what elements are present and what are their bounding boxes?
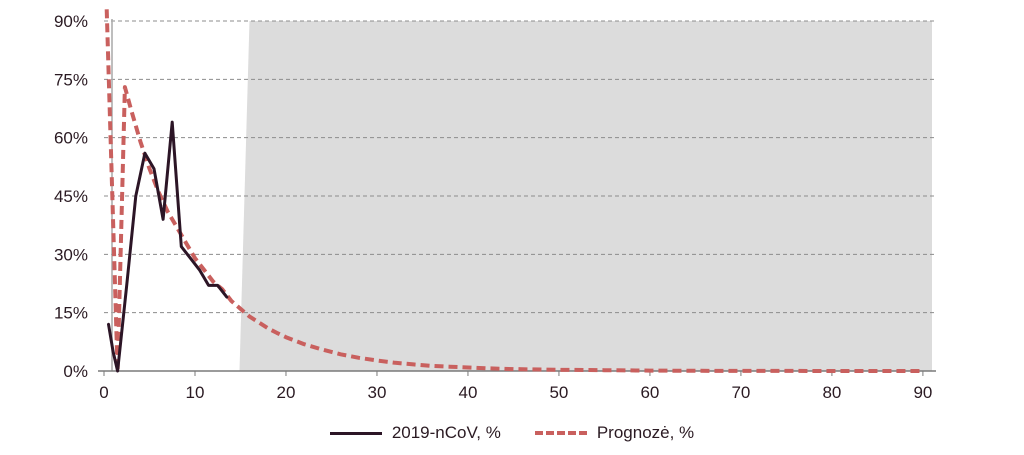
series <box>104 9 923 373</box>
forecast-series-line <box>104 9 923 373</box>
x-tick-label: 80 <box>822 383 841 402</box>
x-tick-label: 50 <box>549 383 568 402</box>
y-tick-label: 60% <box>54 129 88 148</box>
legend-label-forecast: Prognozė, % <box>596 423 695 442</box>
legend-label-ncov: 2019-nCoV, % <box>391 423 501 442</box>
ncov-series-line <box>107 120 229 373</box>
y-tick-label: 90% <box>54 12 88 31</box>
x-tick-label: 40 <box>458 383 477 402</box>
x-tick-label: 30 <box>368 383 387 402</box>
legend-swatch-forecast <box>534 431 587 435</box>
x-tick-label: 10 <box>186 383 205 402</box>
legend-item-ncov: 2019-nCoV, % <box>329 423 501 443</box>
legend-item-forecast: Prognozė, % <box>534 423 695 443</box>
gridlines <box>104 20 936 314</box>
y-tick-label: 75% <box>54 70 88 89</box>
x-tick-label: 0 <box>99 383 108 402</box>
x-tick-label: 70 <box>731 383 750 402</box>
y-tick-label: 45% <box>54 187 88 206</box>
x-tick-label: 90 <box>913 383 932 402</box>
y-tick-label: 30% <box>54 245 88 264</box>
y-tick-label: 15% <box>54 304 88 323</box>
shaded-region <box>239 21 932 371</box>
tick-labels: 0% 15% 30% 45% 60% 75% 90% 0 10 20 30 40 50 60 70 80 90 <box>54 12 932 402</box>
x-tick-label: 20 <box>277 383 296 402</box>
x-tick-label: 60 <box>640 383 659 402</box>
forecast-shaded-region <box>239 21 932 371</box>
y-tick-label: 0% <box>63 362 88 381</box>
legend-swatch-ncov <box>329 431 382 435</box>
legend: 2019-nCoV, % Prognozė, % <box>0 418 1024 448</box>
